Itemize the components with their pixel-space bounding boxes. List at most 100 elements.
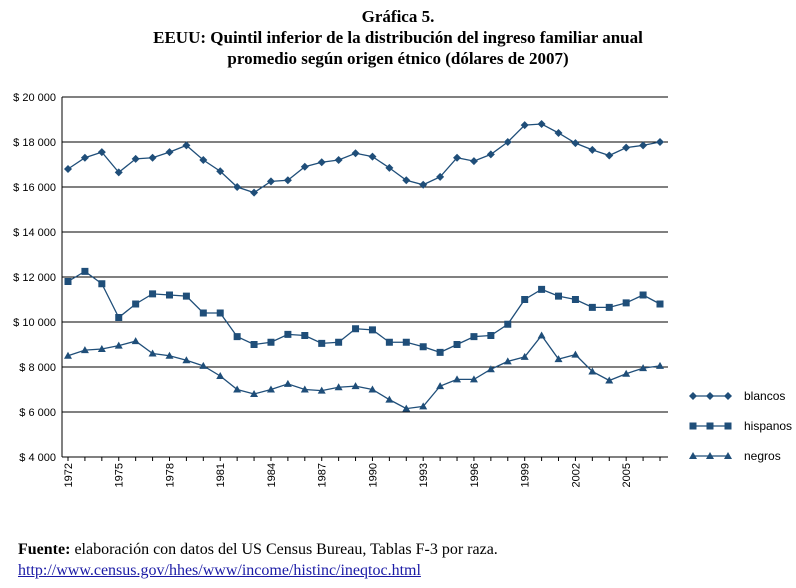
data-point-negros	[419, 402, 428, 410]
data-point-blancos	[588, 145, 597, 154]
legend-marker-negros	[724, 452, 732, 459]
data-point-negros	[216, 372, 225, 379]
data-point-blancos	[656, 138, 664, 146]
data-point-hispanos	[216, 309, 224, 317]
data-point-negros	[182, 356, 191, 364]
data-point-blancos	[605, 151, 614, 160]
data-point-negros	[520, 352, 529, 360]
x-tick-label: 1990	[367, 463, 379, 487]
data-point-hispanos	[182, 292, 190, 300]
data-point-blancos	[216, 167, 225, 176]
data-point-blancos	[97, 148, 106, 157]
data-point-blancos	[131, 154, 140, 163]
x-tick-label: 1987	[317, 463, 329, 487]
x-tick-label: 1996	[469, 463, 481, 487]
data-point-negros	[266, 385, 275, 393]
data-point-hispanos	[453, 341, 461, 348]
data-point-blancos	[385, 163, 394, 172]
data-point-blancos	[419, 180, 428, 189]
data-point-negros	[385, 395, 394, 403]
data-point-hispanos	[402, 338, 410, 346]
data-point-negros	[334, 383, 343, 391]
legend-label-negros: negros	[744, 449, 781, 463]
data-point-hispanos	[199, 309, 207, 317]
chart-title-line-1: Gráfica 5.	[361, 7, 435, 26]
source-text: elaboración con datos del US Census Bure…	[74, 541, 498, 558]
data-point-negros	[486, 365, 495, 373]
data-point-hispanos	[233, 333, 241, 341]
series-line-blancos	[67, 123, 661, 194]
data-point-hispanos	[81, 267, 89, 275]
data-point-hispanos	[284, 330, 292, 338]
data-point-blancos	[537, 120, 546, 128]
x-tick-label: 1981	[215, 463, 227, 487]
data-point-negros	[453, 375, 462, 383]
x-tick-label: 1999	[520, 463, 532, 487]
y-tick-label: $ 14 000	[13, 227, 56, 239]
y-tick-label: $ 6 000	[19, 407, 56, 419]
data-point-blancos	[199, 156, 208, 164]
source-link[interactable]: http://www.census.gov/hhes/www/income/hi…	[18, 562, 421, 579]
x-tick-label: 1984	[266, 463, 278, 487]
data-point-negros	[80, 346, 89, 354]
legend-marker-blancos	[724, 392, 732, 400]
data-point-blancos	[622, 143, 631, 152]
data-point-negros	[283, 379, 292, 387]
legend-marker-hispanos	[724, 422, 732, 430]
legend-marker-hispanos	[689, 422, 697, 430]
data-point-blancos	[453, 153, 462, 162]
data-point-hispanos	[605, 303, 613, 311]
data-point-blancos	[503, 138, 512, 146]
data-point-negros	[250, 390, 259, 397]
legend-marker-negros	[689, 452, 697, 459]
data-point-blancos	[554, 129, 563, 137]
data-point-negros	[588, 367, 597, 375]
data-point-hispanos	[64, 278, 72, 285]
data-point-hispanos	[538, 285, 546, 293]
data-point-negros	[165, 351, 174, 359]
data-point-hispanos	[132, 300, 140, 308]
data-point-blancos	[114, 168, 123, 177]
y-tick-label: $ 8 000	[19, 362, 56, 374]
chart-title-line-2: EEUU: Quintil inferior de la distribució…	[153, 28, 643, 47]
data-point-hispanos	[656, 300, 664, 308]
data-point-blancos	[571, 139, 580, 148]
data-point-hispanos	[639, 291, 647, 299]
data-point-negros	[605, 376, 614, 384]
data-point-blancos	[250, 188, 259, 197]
data-point-negros	[351, 382, 360, 390]
data-point-blancos	[368, 152, 377, 161]
data-point-hispanos	[436, 348, 444, 356]
data-point-hispanos	[165, 291, 173, 299]
data-point-hispanos	[487, 332, 495, 339]
source-note: Fuente: elaboración con datos del US Cen…	[18, 539, 498, 581]
x-tick-label: 1993	[418, 463, 430, 487]
x-tick-label: 1972	[63, 463, 75, 487]
legend-marker-blancos	[689, 392, 697, 400]
data-point-blancos	[402, 176, 411, 185]
data-point-negros	[469, 375, 478, 383]
data-point-blancos	[436, 172, 445, 181]
data-point-hispanos	[504, 320, 512, 328]
data-point-blancos	[639, 141, 648, 150]
data-point-negros	[114, 341, 123, 349]
data-point-blancos	[486, 150, 495, 159]
data-point-hispanos	[470, 333, 478, 341]
data-point-blancos	[233, 183, 242, 191]
data-point-blancos	[266, 177, 275, 186]
y-tick-label: $ 4 000	[19, 452, 56, 464]
data-point-hispanos	[250, 341, 258, 348]
series-line-hispanos	[67, 270, 661, 354]
y-tick-label: $ 20 000	[13, 92, 56, 104]
data-point-negros	[622, 369, 631, 377]
data-point-negros	[64, 351, 72, 359]
x-tick-label: 2005	[621, 463, 633, 487]
legend-marker-negros	[706, 452, 714, 459]
x-tick-label: 2002	[570, 463, 582, 487]
data-point-hispanos	[571, 296, 579, 303]
data-point-negros	[317, 386, 326, 394]
data-point-negros	[300, 385, 309, 393]
data-point-negros	[571, 350, 580, 358]
legend-label-blancos: blancos	[744, 389, 785, 403]
